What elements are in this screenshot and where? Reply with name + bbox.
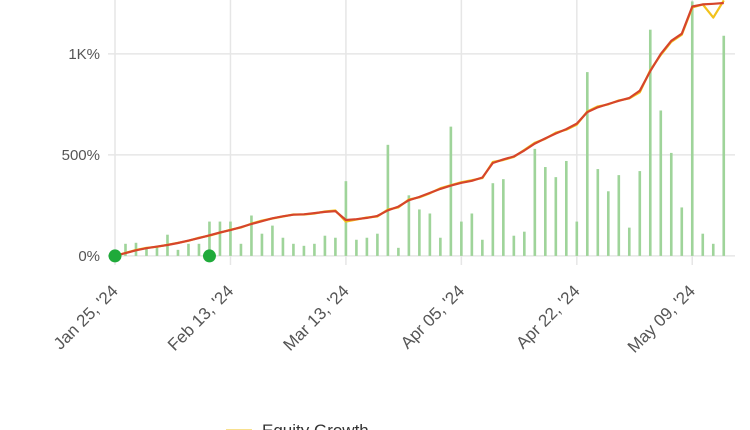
bar	[281, 237, 285, 256]
bar	[397, 247, 400, 256]
legend-label: Equity Growth	[262, 421, 369, 430]
bar	[491, 183, 495, 256]
bar	[323, 235, 327, 256]
bar	[470, 213, 474, 256]
bar	[596, 169, 600, 256]
bar	[302, 245, 306, 256]
bar	[669, 152, 673, 256]
bar	[690, 1, 694, 256]
bar	[124, 243, 127, 256]
bar	[176, 249, 180, 256]
line	[114, 1, 724, 257]
bar	[386, 144, 390, 256]
bar	[365, 237, 369, 256]
y-tick-label: 0%	[78, 248, 100, 265]
y-tick-label: 500%	[62, 147, 100, 164]
bar	[460, 221, 463, 256]
bar	[313, 243, 316, 256]
bar	[701, 233, 705, 256]
bar	[523, 231, 526, 256]
bar	[407, 195, 411, 256]
x-tick-label: Apr 05, '24	[397, 281, 468, 352]
bar	[344, 181, 348, 256]
marker	[108, 249, 122, 263]
bar	[575, 221, 579, 256]
bar	[606, 191, 610, 256]
bar	[260, 233, 264, 256]
bar	[565, 160, 568, 256]
bar	[428, 213, 432, 256]
bar	[418, 209, 421, 256]
y-tick-label: 1K%	[68, 46, 100, 63]
bar	[439, 237, 442, 256]
bar	[229, 221, 232, 256]
bar	[585, 72, 589, 256]
x-tick-label: Feb 13, '24	[164, 281, 237, 354]
bar	[502, 179, 505, 256]
bar	[680, 207, 684, 256]
bar	[145, 247, 148, 256]
bar	[187, 243, 190, 256]
bar	[722, 35, 726, 256]
bar	[292, 243, 295, 256]
x-tick-label: Mar 13, '24	[280, 281, 353, 354]
bar	[334, 237, 337, 256]
bar	[250, 215, 253, 256]
bar	[208, 221, 211, 256]
bar	[544, 167, 547, 256]
bar	[239, 243, 243, 256]
x-tick-label: Apr 22, '24	[512, 281, 583, 352]
x-tick-label: May 09, '24	[624, 281, 699, 356]
bar	[554, 177, 558, 256]
bar	[449, 126, 453, 256]
bar	[155, 245, 159, 256]
bar	[271, 225, 274, 256]
bar	[376, 233, 379, 256]
bar	[481, 239, 484, 256]
bar	[648, 29, 652, 256]
bar	[512, 235, 516, 256]
bar	[659, 110, 663, 256]
bar	[197, 243, 201, 256]
bar	[617, 175, 621, 256]
bar	[533, 148, 537, 256]
bar	[627, 227, 631, 256]
bar	[638, 171, 642, 256]
x-tick-label: Jan 25, '24	[50, 281, 122, 353]
bar	[355, 239, 358, 256]
marker	[202, 249, 216, 263]
bar	[711, 243, 715, 256]
bar	[218, 221, 222, 256]
